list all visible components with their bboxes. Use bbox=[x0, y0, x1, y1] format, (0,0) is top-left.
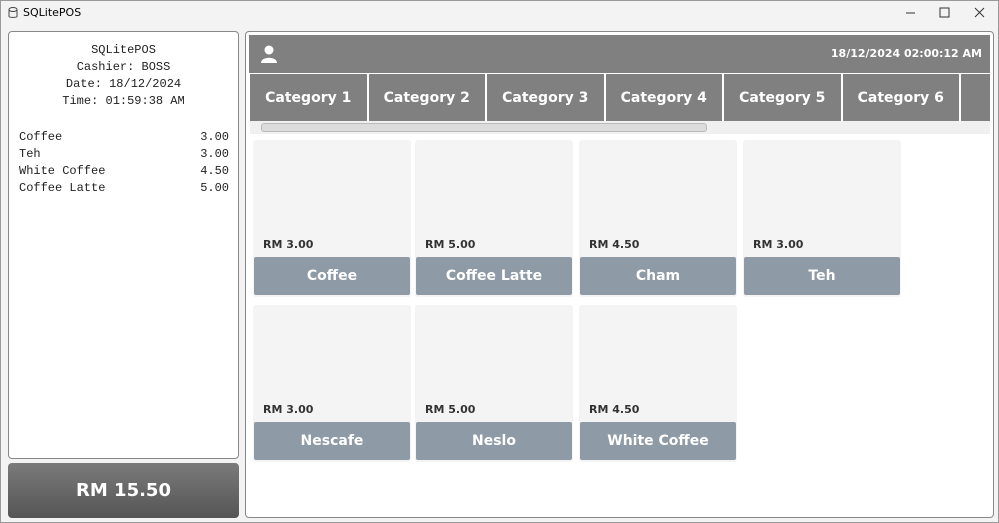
category-button[interactable]: Category 3 bbox=[487, 74, 606, 121]
product-button[interactable]: Coffee Latte bbox=[416, 257, 572, 295]
item-price: 5.00 bbox=[200, 181, 229, 195]
window-title: SQLitePOS bbox=[23, 6, 82, 19]
category-button[interactable]: Category 2 bbox=[368, 74, 487, 121]
product-button[interactable]: Coffee bbox=[254, 257, 410, 295]
item-price: 3.00 bbox=[200, 130, 229, 144]
app-icon bbox=[8, 7, 18, 18]
product-price: RM 5.00 bbox=[425, 238, 476, 251]
category-button[interactable]: Category 4 bbox=[605, 74, 724, 121]
item-name: Coffee Latte bbox=[19, 181, 106, 195]
user-icon[interactable] bbox=[261, 45, 277, 63]
scroll-thumb[interactable] bbox=[261, 123, 707, 132]
datetime: 18/12/2024 02:00:12 AM bbox=[830, 47, 982, 60]
product-price: RM 3.00 bbox=[753, 238, 804, 251]
scrollbar[interactable] bbox=[250, 121, 990, 134]
receipt-panel: SQLitePOS Cashier: BOSS Date: 18/12/2024 Ti… bbox=[8, 31, 239, 459]
product-button[interactable]: White Coffee bbox=[580, 422, 736, 460]
category-button-partial[interactable] bbox=[961, 74, 990, 121]
receipt-header-line: Time: 01:59:38 AM bbox=[62, 94, 185, 108]
category-strip: Category 1 Category 2 Category 3 Category 4… bbox=[250, 74, 990, 121]
item-price: 4.50 bbox=[200, 164, 229, 178]
receipt-header-line: Cashier: BOSS bbox=[76, 60, 171, 74]
total-display: RM 15.50 bbox=[8, 463, 239, 518]
product-price: RM 3.00 bbox=[263, 403, 314, 416]
item-price: 3.00 bbox=[200, 147, 229, 161]
item-name: Coffee bbox=[19, 130, 63, 144]
product-price: RM 3.00 bbox=[263, 238, 314, 251]
window-controls[interactable] bbox=[891, 1, 996, 25]
product-button[interactable]: Nescafe bbox=[254, 422, 410, 460]
product-price: RM 4.50 bbox=[589, 403, 640, 416]
receipt-header-line: Date: 18/12/2024 bbox=[65, 77, 182, 91]
product-button[interactable]: Teh bbox=[744, 257, 900, 295]
category-button[interactable]: Category 1 bbox=[250, 74, 369, 121]
top-bar: 18/12/2024 02:00:12 AM bbox=[249, 35, 990, 73]
product-button[interactable]: Neslo bbox=[416, 422, 572, 460]
item-name: White Coffee bbox=[19, 164, 106, 178]
receipt-header-line: SQLitePOS bbox=[91, 43, 156, 57]
item-name: Teh bbox=[19, 147, 41, 161]
product-button[interactable]: Cham bbox=[580, 257, 736, 295]
product-price: RM 4.50 bbox=[589, 238, 640, 251]
product-price: RM 5.00 bbox=[425, 403, 476, 416]
title-bar: SQLitePOS bbox=[1, 1, 998, 25]
category-button[interactable]: Category 5 bbox=[724, 74, 843, 121]
category-button[interactable]: Category 6 bbox=[842, 74, 961, 121]
